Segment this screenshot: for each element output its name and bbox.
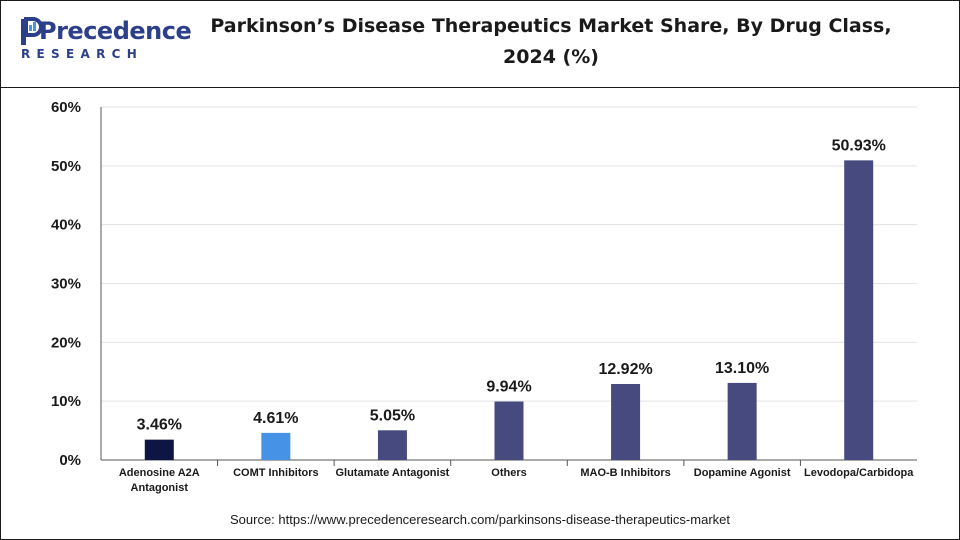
logo-wordmark: Precedence bbox=[39, 17, 192, 45]
data-label: 3.46% bbox=[137, 417, 182, 434]
y-tick-label: 10% bbox=[51, 393, 81, 410]
bar bbox=[144, 439, 174, 460]
brand-logo: Precedence RESEARCH bbox=[19, 17, 192, 69]
source-note: Source: https://www.precedenceresearch.c… bbox=[229, 512, 730, 527]
bar bbox=[494, 401, 524, 460]
bar bbox=[844, 160, 874, 461]
bar bbox=[611, 383, 641, 460]
y-tick-label: 50% bbox=[51, 158, 81, 175]
chart-title: Parkinson’s Disease Therapeutics Market … bbox=[181, 11, 921, 73]
bar bbox=[727, 382, 757, 460]
data-label: 13.10% bbox=[715, 360, 769, 377]
x-tick-label: MAO-B Inhibitors bbox=[580, 467, 670, 479]
x-tick-label: Glutamate Antagonist bbox=[335, 467, 449, 479]
y-tick-label: 0% bbox=[59, 452, 81, 469]
data-label: 12.92% bbox=[598, 361, 652, 378]
data-label: 5.05% bbox=[370, 407, 415, 424]
bar-chart: 0% 10% 20% 30% 40% 50% 60% 3.46% Adenosine A2A An… bbox=[51, 99, 917, 494]
x-tick-label: Levodopa/Carbidopa bbox=[804, 467, 914, 479]
x-tick-label: Others bbox=[491, 467, 526, 479]
chart-header: Precedence RESEARCH Parkinson’s Disease … bbox=[1, 1, 959, 88]
logo-subtitle: RESEARCH bbox=[21, 47, 144, 61]
data-label: 4.61% bbox=[253, 410, 298, 427]
x-tick-label: Adenosine A2A bbox=[119, 467, 200, 479]
y-tick-label: 30% bbox=[51, 276, 81, 293]
y-tick-label: 40% bbox=[51, 217, 81, 234]
x-tick-label: COMT Inhibitors bbox=[233, 467, 319, 479]
y-tick-label: 60% bbox=[51, 99, 81, 116]
data-label: 50.93% bbox=[832, 137, 886, 154]
data-label: 9.94% bbox=[486, 379, 531, 396]
logo-mark-icon bbox=[21, 17, 43, 45]
bar bbox=[261, 432, 291, 460]
x-tick-label: Antagonist bbox=[131, 482, 189, 494]
y-tick-label: 20% bbox=[51, 334, 81, 351]
bar bbox=[377, 430, 407, 460]
chart-title-line-1: Parkinson’s Disease Therapeutics Market … bbox=[210, 15, 892, 37]
x-tick-label: Dopamine Agonist bbox=[694, 467, 791, 479]
chart-title-line-2: 2024 (%) bbox=[503, 46, 599, 68]
